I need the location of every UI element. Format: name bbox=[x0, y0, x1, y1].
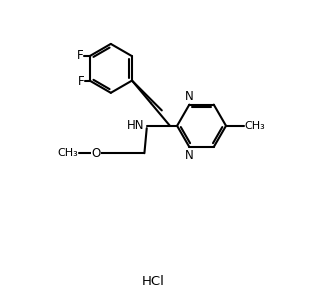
Text: F: F bbox=[77, 75, 84, 88]
Text: HN: HN bbox=[127, 119, 145, 132]
Text: N: N bbox=[185, 90, 194, 103]
Text: CH₃: CH₃ bbox=[245, 121, 266, 131]
Text: HCl: HCl bbox=[141, 275, 164, 288]
Text: O: O bbox=[91, 147, 100, 160]
Text: F: F bbox=[77, 49, 84, 62]
Text: N: N bbox=[185, 149, 194, 162]
Text: CH₃: CH₃ bbox=[58, 148, 78, 158]
